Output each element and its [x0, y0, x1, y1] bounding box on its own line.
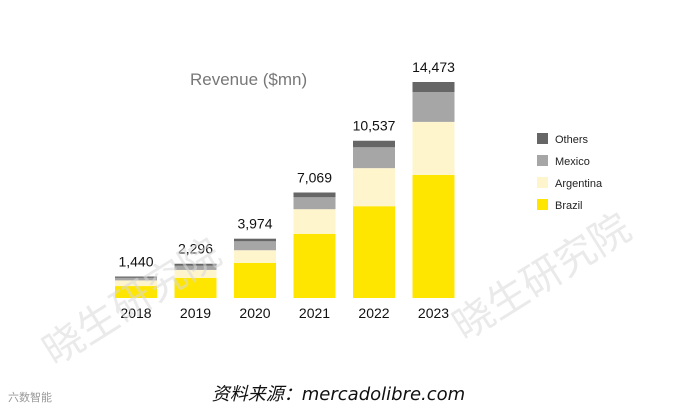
bar-segment-others-2022 [353, 140, 395, 148]
legend-label-others: Others [555, 134, 589, 146]
bars-group [115, 82, 455, 298]
bar-segment-mexico-2019 [174, 265, 217, 270]
labels-group: 1,440 2018 2,296 2019 3,974 2020 7,069 2021 10,5… [118, 59, 455, 321]
chart-title: Revenue ($mn) [190, 70, 308, 89]
total-label-2018: 1,440 [118, 254, 153, 270]
total-label-2021: 7,069 [297, 169, 332, 185]
bar-segment-mexico-2020 [234, 241, 276, 251]
bar-segment-argentina-2022 [353, 168, 395, 207]
source-caption: 资料来源：mercadolibre.com [211, 384, 466, 405]
x-tick-label-2020: 2020 [239, 305, 270, 321]
bar-segment-mexico-2018 [115, 277, 157, 281]
legend-swatch-argentina [537, 177, 548, 188]
bar-segment-argentina-2023 [412, 121, 455, 175]
total-label-2020: 3,974 [237, 216, 272, 232]
total-label-2022: 10,537 [353, 118, 396, 134]
bar-segment-argentina-2021 [293, 209, 336, 234]
bar-segment-argentina-2019 [174, 269, 217, 278]
bar-segment-brazil-2020 [234, 262, 276, 298]
x-tick-label-2019: 2019 [180, 305, 211, 321]
x-tick-label-2023: 2023 [418, 305, 449, 321]
legend-label-mexico: Mexico [555, 156, 590, 168]
bar-segment-argentina-2020 [234, 250, 276, 263]
legend-label-argentina: Argentina [555, 178, 603, 190]
x-tick-label-2021: 2021 [299, 305, 330, 321]
bar-segment-brazil-2022 [353, 206, 395, 298]
bar-segment-mexico-2023 [412, 92, 455, 122]
brand-logo-text: 六数智能 [8, 391, 52, 404]
bar-segment-mexico-2021 [293, 197, 336, 210]
x-tick-label-2018: 2018 [120, 305, 151, 321]
legend: Others Mexico Argentina Brazil [537, 133, 603, 212]
bar-segment-others-2020 [234, 238, 276, 242]
bar-segment-others-2021 [293, 192, 336, 198]
legend-swatch-brazil [537, 199, 548, 210]
bar-segment-brazil-2019 [174, 277, 217, 298]
bar-segment-brazil-2021 [293, 233, 336, 298]
x-tick-label-2022: 2022 [358, 305, 389, 321]
total-label-2019: 2,296 [178, 241, 213, 257]
bar-segment-argentina-2018 [115, 280, 157, 287]
bar-segment-others-2018 [115, 276, 157, 278]
legend-label-brazil: Brazil [555, 200, 583, 212]
legend-swatch-others [537, 133, 548, 144]
bar-segment-brazil-2023 [412, 174, 455, 298]
legend-swatch-mexico [537, 155, 548, 166]
total-label-2023: 14,473 [412, 59, 455, 75]
bar-segment-mexico-2022 [353, 147, 395, 169]
bar-segment-brazil-2018 [115, 286, 157, 298]
bar-segment-others-2023 [412, 82, 455, 93]
bar-segment-others-2019 [174, 263, 217, 266]
